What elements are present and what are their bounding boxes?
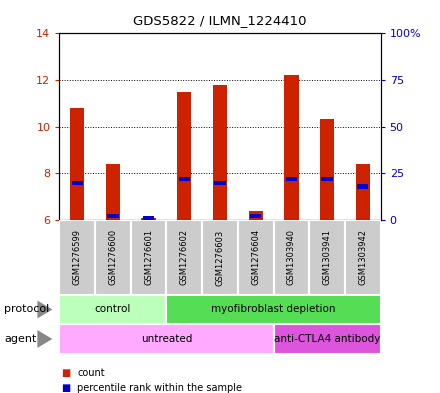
Text: myofibroblast depletion: myofibroblast depletion xyxy=(211,305,336,314)
FancyBboxPatch shape xyxy=(166,295,381,324)
Text: untreated: untreated xyxy=(141,334,192,344)
Text: GSM1276602: GSM1276602 xyxy=(180,230,189,285)
Text: GDS5822 / ILMN_1224410: GDS5822 / ILMN_1224410 xyxy=(133,14,307,27)
Text: GSM1276604: GSM1276604 xyxy=(251,230,260,285)
FancyBboxPatch shape xyxy=(59,295,166,324)
Text: GSM1276599: GSM1276599 xyxy=(73,230,82,285)
Text: GSM1276601: GSM1276601 xyxy=(144,230,153,285)
FancyBboxPatch shape xyxy=(59,324,274,354)
FancyBboxPatch shape xyxy=(345,220,381,295)
FancyBboxPatch shape xyxy=(202,220,238,295)
Bar xyxy=(107,214,119,219)
Bar xyxy=(142,218,156,220)
FancyBboxPatch shape xyxy=(309,220,345,295)
Text: ■: ■ xyxy=(62,383,71,393)
Bar xyxy=(250,214,261,219)
Text: percentile rank within the sample: percentile rank within the sample xyxy=(77,383,242,393)
Text: GSM1303942: GSM1303942 xyxy=(358,230,367,285)
Bar xyxy=(284,75,298,220)
FancyBboxPatch shape xyxy=(274,220,309,295)
Bar xyxy=(143,216,154,220)
Bar xyxy=(321,177,333,181)
Polygon shape xyxy=(37,330,52,348)
Polygon shape xyxy=(37,301,52,318)
FancyBboxPatch shape xyxy=(59,220,95,295)
Text: GSM1303941: GSM1303941 xyxy=(323,230,332,285)
Text: agent: agent xyxy=(4,334,37,344)
FancyBboxPatch shape xyxy=(166,220,202,295)
Bar xyxy=(357,184,368,189)
Text: control: control xyxy=(95,305,131,314)
Text: GSM1276600: GSM1276600 xyxy=(108,230,117,285)
Text: ■: ■ xyxy=(62,368,71,378)
FancyBboxPatch shape xyxy=(131,220,166,295)
Bar xyxy=(286,177,297,181)
FancyBboxPatch shape xyxy=(274,324,381,354)
Bar xyxy=(320,119,334,220)
Bar xyxy=(249,211,263,220)
Bar xyxy=(70,108,84,220)
Text: GSM1303940: GSM1303940 xyxy=(287,230,296,285)
Bar xyxy=(213,85,227,220)
Bar xyxy=(106,164,120,220)
Text: GSM1276603: GSM1276603 xyxy=(216,229,224,286)
Text: protocol: protocol xyxy=(4,305,50,314)
Bar xyxy=(177,92,191,220)
Text: count: count xyxy=(77,368,105,378)
Text: anti-CTLA4 antibody: anti-CTLA4 antibody xyxy=(274,334,380,344)
FancyBboxPatch shape xyxy=(95,220,131,295)
Bar xyxy=(72,181,83,185)
Bar xyxy=(179,177,190,181)
FancyBboxPatch shape xyxy=(238,220,274,295)
Bar xyxy=(214,181,226,185)
Bar xyxy=(356,164,370,220)
